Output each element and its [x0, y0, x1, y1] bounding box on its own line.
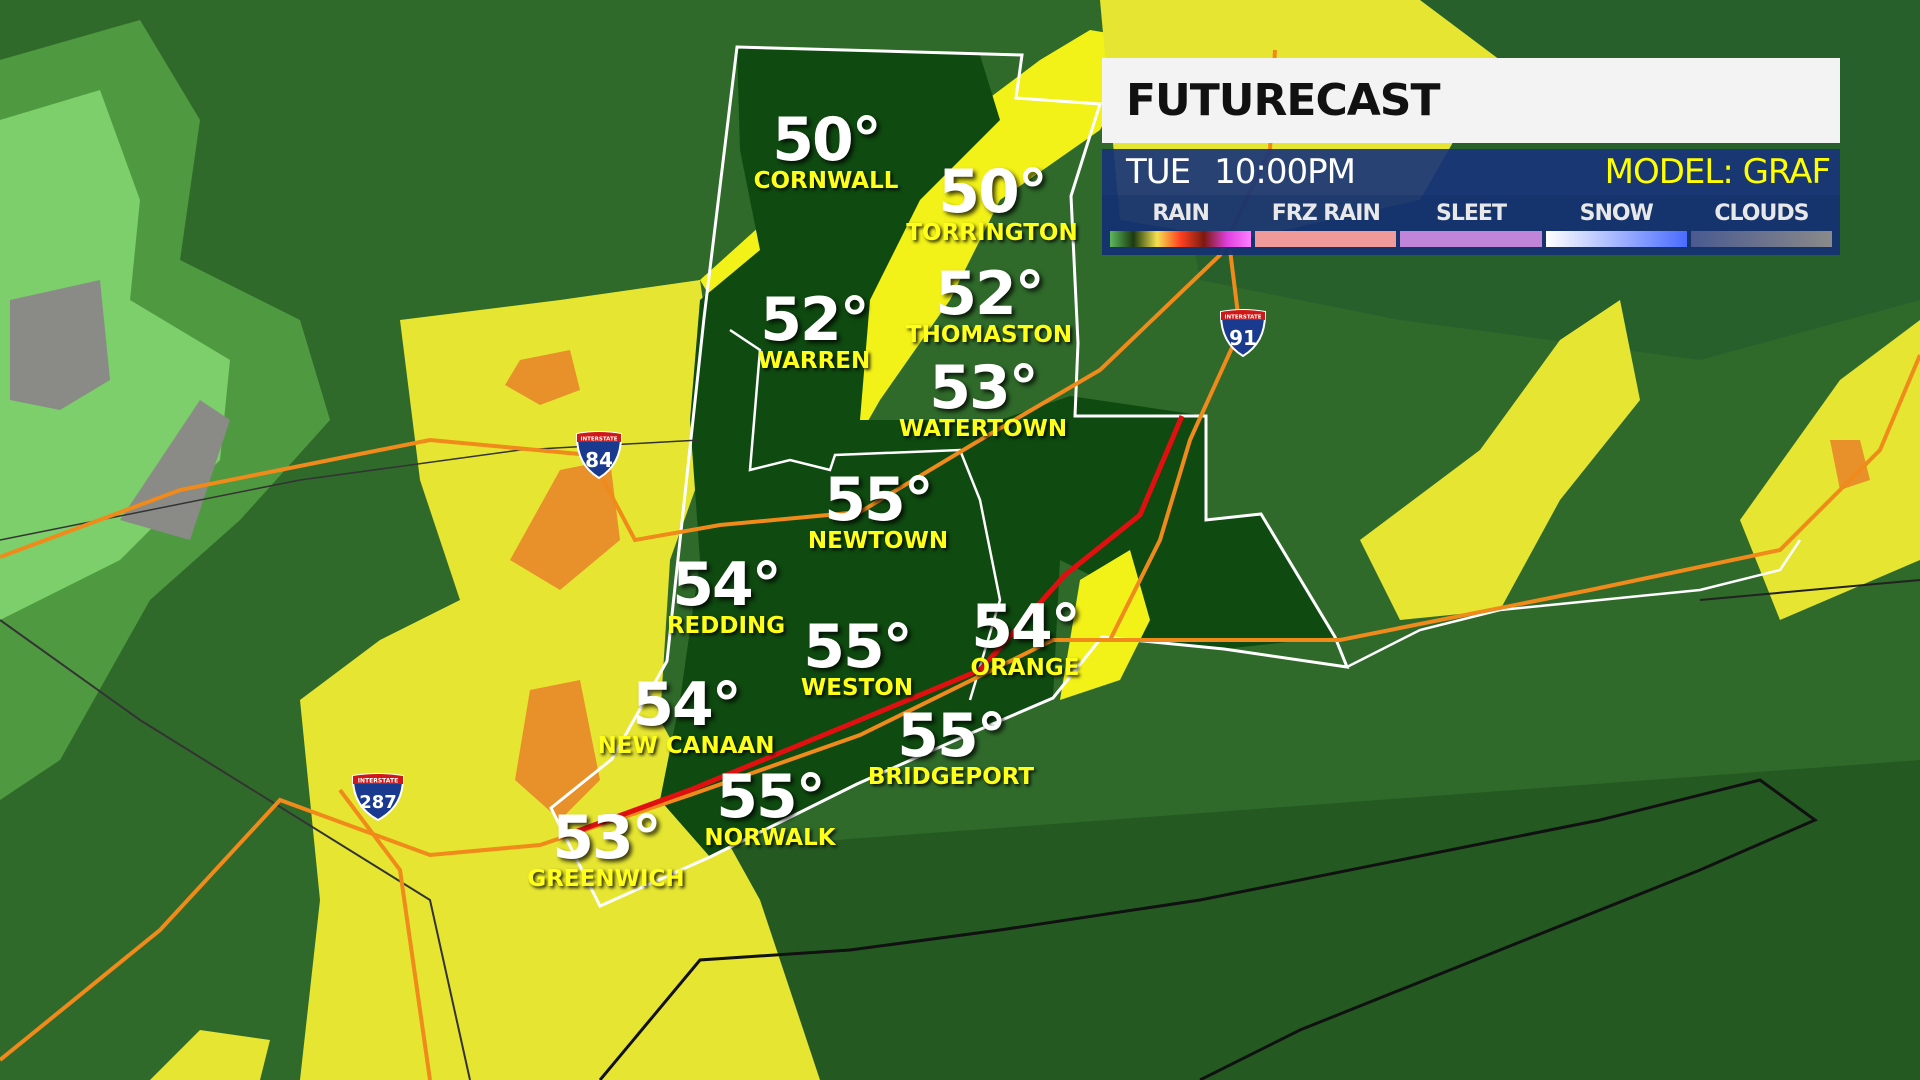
coastline: [1346, 539, 1802, 669]
city-label-greenwich: 53° GREENWICH: [527, 808, 684, 892]
legend-item-rain: RAIN: [1110, 199, 1252, 255]
model-label: MODEL: GRAF: [1604, 152, 1831, 192]
shield-label: INTERSTATE: [580, 437, 617, 443]
temperature: 52°: [935, 259, 1045, 329]
shield-number: 84: [585, 448, 613, 472]
city-name: CORNWALL: [753, 168, 899, 194]
legend-item-freezing-rain: FRZ RAIN: [1255, 199, 1397, 255]
light-rain-band-sw: [150, 1030, 270, 1080]
city-name: WARREN: [757, 348, 871, 374]
legend-bar: [1255, 231, 1397, 247]
light-rain-band-east: [1360, 300, 1640, 620]
legend-bar: [1545, 231, 1687, 247]
temperature: 50°: [938, 157, 1048, 227]
city-name: WATERTOWN: [898, 416, 1068, 442]
legend-label: RAIN: [1152, 201, 1210, 226]
legend-label: SNOW: [1579, 201, 1654, 226]
city-name: NEWTOWN: [807, 528, 949, 554]
city-label-newtown: 55° NEWTOWN: [808, 470, 948, 554]
darker-green-area-south: [700, 760, 1920, 1080]
legend-item-snow: SNOW: [1545, 199, 1687, 255]
gray-patch: [10, 280, 110, 410]
highway-i287: [338, 788, 432, 1080]
legend-label: CLOUDS: [1714, 201, 1809, 226]
legend-label: SLEET: [1436, 201, 1507, 226]
city-label-cornwall: 50° CORNWALL: [754, 110, 899, 194]
city-name: ORANGE: [970, 655, 1080, 681]
legend-label: FRZ RAIN: [1271, 201, 1381, 226]
interstate-287-shield-icon: INTERSTATE 287: [351, 773, 405, 822]
city-label-warren: 52° WARREN: [758, 290, 871, 374]
city-label-redding: 54° REDDING: [667, 555, 785, 639]
page-title: FUTURECAST: [1126, 75, 1441, 126]
temperature: 55°: [716, 762, 826, 832]
moderate-rain-area: [510, 460, 620, 590]
city-label-thomaston: 52° THOMASTON: [906, 264, 1072, 348]
city-label-torrington: 50° TORRINGTON: [906, 162, 1077, 246]
city-label-orange: 54° ORANGE: [970, 592, 1081, 681]
shield-label: INTERSTATE: [358, 778, 398, 785]
temperature: 55°: [824, 465, 934, 535]
interstate-91-shield-icon: INTERSTATE 91: [1219, 309, 1267, 358]
temperature: 54°: [672, 550, 782, 620]
city-name: GREENWICH: [527, 866, 685, 892]
shield-number: 287: [359, 792, 397, 813]
city-name: NEW CANAAN: [597, 733, 775, 759]
city-name: NORWALK: [704, 825, 836, 851]
city-name: WESTON: [800, 675, 914, 701]
light-rain-band-west: [300, 280, 820, 1080]
temperature: 54°: [632, 670, 742, 740]
precip-legend: RAIN FRZ RAIN SLEET SNOW CLOUDS: [1102, 195, 1840, 255]
futurecast-header: FUTURECAST TUE 10:00PM MODEL: GRAF RAIN F…: [1102, 58, 1840, 255]
gray-patch: [120, 400, 230, 540]
city-name: REDDING: [666, 613, 786, 639]
highway-i91: [1108, 249, 1243, 641]
city-name: TORRINGTON: [906, 220, 1078, 246]
city-label-norwalk: 55° NORWALK: [704, 767, 835, 851]
city-name: THOMASTON: [905, 322, 1073, 348]
legend-item-clouds: CLOUDS: [1690, 199, 1833, 255]
temperature: 53°: [552, 803, 662, 873]
city-label-watertown: 53° WATERTOWN: [899, 358, 1067, 442]
temperature: 53°: [929, 353, 1039, 423]
interstate-84-shield-icon: INTERSTATE 84: [575, 431, 623, 480]
moderate-rain-area: [505, 350, 580, 405]
city-label-bridgeport: 55° BRIDGEPORT: [868, 706, 1034, 790]
city-label-weston: 55° WESTON: [801, 617, 913, 701]
shield-label: INTERSTATE: [1224, 315, 1261, 321]
city-label-new-canaan: 54° NEW CANAAN: [597, 675, 774, 759]
temperature: 55°: [897, 701, 1007, 771]
forecast-time: 10:00PM: [1214, 152, 1356, 192]
legend-bar: [1690, 231, 1833, 247]
forecast-day: TUE: [1126, 152, 1191, 192]
moderate-rain-area: [1830, 440, 1870, 490]
temperature: 54°: [971, 592, 1080, 662]
temperature: 50°: [772, 105, 881, 175]
legend-bar: [1110, 231, 1252, 247]
temperature: 55°: [803, 612, 913, 682]
highway-route-8: [574, 415, 1185, 835]
state-line: [1699, 579, 1920, 601]
city-name: BRIDGEPORT: [867, 764, 1035, 790]
legend-bar: [1400, 231, 1542, 247]
shield-number: 91: [1229, 326, 1257, 350]
legend-item-sleet: SLEET: [1400, 199, 1542, 255]
long-island-shoreline: [598, 778, 1819, 1080]
temperature: 52°: [760, 285, 869, 355]
heavy-rain-area-ct: [660, 47, 1335, 857]
state-line: [0, 619, 471, 1080]
time-bar: TUE 10:00PM MODEL: GRAF: [1102, 149, 1840, 195]
connecticut-border: [549, 45, 1350, 908]
title-bar: FUTURECAST: [1102, 58, 1840, 143]
county-border: [729, 328, 1002, 701]
highway-i95: [0, 354, 1920, 1062]
